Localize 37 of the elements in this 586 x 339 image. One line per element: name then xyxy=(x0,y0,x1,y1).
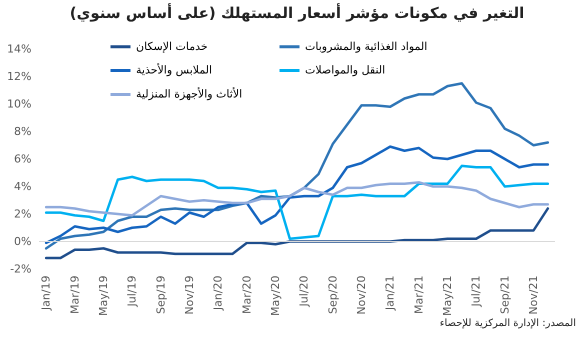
chart-title: التغير في مكونات مؤشر أسعار المستهلك (على أساس سنوي) xyxy=(70,3,524,22)
legend-label: الملابس والأحذية xyxy=(136,62,212,76)
x-tick-label: Nov/19 xyxy=(183,276,196,315)
y-tick-label: 10% xyxy=(7,98,32,110)
legend-label: خدمات الإسكان xyxy=(136,40,208,53)
y-tick-label: 8% xyxy=(14,125,32,138)
y-tick-label: 2% xyxy=(14,208,32,220)
legend-label: المواد الغذائية والمشروبات xyxy=(305,40,428,53)
x-tick-label: Sep/21 xyxy=(498,276,512,314)
x-tick-label: May/21 xyxy=(441,276,454,316)
x-tick-label: Mar/20 xyxy=(240,276,254,314)
x-tick-label: Jan/20 xyxy=(212,276,225,312)
x-tick-label: Mar/21 xyxy=(412,276,426,314)
x-tick-label: Jul/21 xyxy=(470,276,483,308)
y-tick-label: 0% xyxy=(14,235,32,248)
x-tick-label: May/20 xyxy=(269,276,282,316)
x-tick-label: May/19 xyxy=(97,276,110,316)
y-tick-label: 4% xyxy=(14,180,32,193)
x-tick-label: Jul/20 xyxy=(298,276,311,308)
line-series xyxy=(44,181,550,217)
y-tick-label: 12% xyxy=(7,70,32,83)
x-tick-label: Sep/19 xyxy=(154,276,168,314)
legend-label: الأثاث والأجهزة المنزلية xyxy=(136,86,242,100)
line-series xyxy=(44,145,550,244)
x-tick-label: Nov/21 xyxy=(527,276,540,315)
x-tick-label: Jul/19 xyxy=(126,276,139,308)
legend-label: النقل والمواصلات xyxy=(305,64,386,76)
x-tick-label: Sep/20 xyxy=(326,276,340,314)
y-tick-label: 6% xyxy=(14,152,32,166)
x-tick-label: Jan/21 xyxy=(384,276,397,312)
y-tick-label: 14% xyxy=(7,42,32,56)
y-tick-label: -2% xyxy=(10,262,32,276)
x-tick-label: Jan/19 xyxy=(40,276,53,312)
text: المصدر: الإدارة المركزية للإحصاء xyxy=(438,318,577,331)
line-series xyxy=(44,164,550,240)
x-tick-label: Nov/20 xyxy=(355,276,368,315)
x-tick-label: Mar/19 xyxy=(68,276,82,314)
